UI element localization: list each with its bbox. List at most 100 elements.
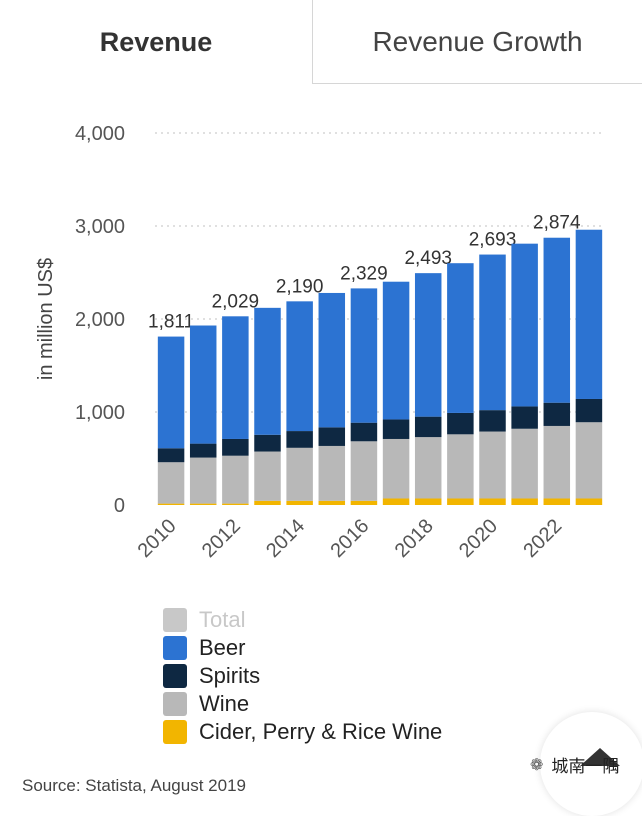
- bar-segment-wine: [447, 434, 474, 499]
- total-data-label: 2,190: [276, 276, 324, 297]
- legend-item-wine[interactable]: Wine: [163, 690, 442, 718]
- legend-item-spirits[interactable]: Spirits: [163, 662, 442, 690]
- y-axis-label: in million US$: [35, 258, 57, 380]
- stacked-bar-chart: 0 1,000 2,000 3,000 4,000 in million US$ 1,811…: [35, 123, 605, 562]
- legend-label-spirits: Spirits: [199, 663, 261, 688]
- legend-swatch-beer: [163, 636, 187, 660]
- total-data-label: 2,493: [404, 248, 452, 269]
- legend-item-cider[interactable]: Cider, Perry & Rice Wine: [163, 718, 442, 746]
- bar-segment-wine: [157, 462, 185, 504]
- bar-segment-wine: [318, 445, 346, 501]
- legend-label-wine: Wine: [199, 691, 250, 716]
- bar-segment-wine: [350, 441, 378, 501]
- legend-label-cider: Cider, Perry & Rice Wine: [199, 719, 443, 744]
- x-tick-label: 2016: [326, 515, 373, 562]
- bar-segment-spirits: [189, 443, 217, 458]
- total-data-label: 2,693: [469, 230, 517, 251]
- x-tick-label: 2014: [262, 515, 309, 562]
- bar-segment-spirits: [350, 422, 378, 442]
- bar-segment-spirits: [157, 448, 185, 463]
- legend-swatch-wine: [163, 692, 187, 716]
- y-tick-label: 4,000: [75, 123, 125, 145]
- bar-segment-cider: [189, 503, 217, 505]
- bar-segment-beer: [350, 288, 378, 423]
- x-tick-label: 2018: [391, 515, 438, 562]
- bar-segment-cider: [414, 498, 442, 505]
- bar-segment-beer: [447, 263, 474, 413]
- bar-segment-spirits: [318, 427, 346, 446]
- x-tick-label: 2022: [519, 515, 566, 562]
- bar-segment-beer: [222, 316, 249, 439]
- legend-swatch-total: [163, 608, 187, 632]
- bar-segment-cider: [222, 503, 249, 505]
- bar-segment-beer: [286, 301, 313, 432]
- bar-segment-wine: [575, 422, 603, 499]
- total-data-label: 2,029: [212, 291, 260, 312]
- chevron-up-icon: [580, 748, 620, 766]
- bar-segment-wine: [414, 437, 442, 499]
- bar-segment-cider: [479, 498, 506, 505]
- bar-segment-beer: [157, 336, 185, 449]
- tab-bar: Revenue Revenue Growth: [0, 0, 642, 84]
- bar-segment-spirits: [286, 431, 313, 448]
- legend-swatch-cider: [163, 720, 187, 744]
- bar-segment-wine: [543, 425, 571, 499]
- bar-segment-spirits: [382, 419, 410, 439]
- total-data-label: 2,329: [340, 263, 388, 284]
- bar-segment-spirits: [543, 402, 571, 426]
- legend-item-beer[interactable]: Beer: [163, 634, 442, 662]
- bar-segment-beer: [414, 273, 442, 417]
- x-tick-label: 2012: [198, 515, 245, 562]
- bar-segment-spirits: [254, 434, 281, 452]
- bar-segment-wine: [189, 457, 217, 504]
- bar-segment-wine: [222, 455, 249, 504]
- bar-segment-beer: [511, 243, 538, 407]
- bar-segment-spirits: [222, 438, 249, 456]
- chart-legend: Total Beer Spirits Wine Cider, Perry & R…: [163, 606, 442, 746]
- total-data-label: 1,811: [148, 312, 194, 333]
- bar-segment-spirits: [575, 398, 603, 423]
- bar-segment-beer: [318, 292, 346, 428]
- bar-segment-cider: [543, 498, 571, 505]
- bar-segment-beer: [575, 229, 603, 399]
- y-tick-label: 3,000: [75, 216, 125, 238]
- x-tick-label: 2020: [455, 515, 502, 562]
- x-tick-label: 2010: [134, 515, 181, 562]
- bar-segment-wine: [286, 447, 313, 501]
- watermark-text: 城南一隅: [551, 757, 620, 776]
- y-tick-label: 0: [114, 495, 125, 517]
- bar-segment-cider: [350, 500, 378, 505]
- bar-segment-beer: [543, 237, 571, 403]
- bar-segment-beer: [382, 281, 410, 420]
- y-tick-label: 1,000: [75, 402, 125, 424]
- bar-segment-cider: [157, 503, 185, 505]
- chart-source: Source: Statista, August 2019: [22, 776, 246, 795]
- y-tick-label: 2,000: [75, 309, 125, 331]
- bar-segment-spirits: [447, 412, 474, 435]
- bar-segment-cider: [382, 498, 410, 505]
- scroll-to-top-button[interactable]: [540, 712, 642, 816]
- bar-segment-cider: [254, 500, 281, 505]
- bar-segment-wine: [479, 431, 506, 499]
- wechat-icon: ❁: [530, 756, 544, 774]
- legend-item-total[interactable]: Total: [163, 606, 442, 634]
- legend-swatch-spirits: [163, 664, 187, 688]
- bar-segment-spirits: [479, 410, 506, 432]
- bar-segment-wine: [511, 428, 538, 499]
- bar-segment-spirits: [511, 406, 538, 429]
- bar-segment-spirits: [414, 416, 442, 438]
- bar-segment-cider: [511, 498, 538, 505]
- bar-segment-cider: [447, 498, 474, 505]
- total-data-label: 2,874: [533, 213, 581, 234]
- bar-segment-beer: [479, 254, 506, 411]
- bar-segment-wine: [254, 451, 281, 501]
- bar-segment-cider: [286, 500, 313, 505]
- bar-segment-cider: [575, 498, 603, 505]
- tab-revenue[interactable]: Revenue: [99, 26, 213, 57]
- bar-segment-wine: [382, 438, 410, 499]
- legend-label-total: Total: [199, 607, 246, 632]
- watermark: ❁ 城南一隅: [530, 752, 619, 777]
- tab-revenue-growth[interactable]: Revenue Growth: [312, 0, 642, 84]
- bar-segment-beer: [254, 307, 281, 435]
- legend-label-beer: Beer: [199, 635, 246, 660]
